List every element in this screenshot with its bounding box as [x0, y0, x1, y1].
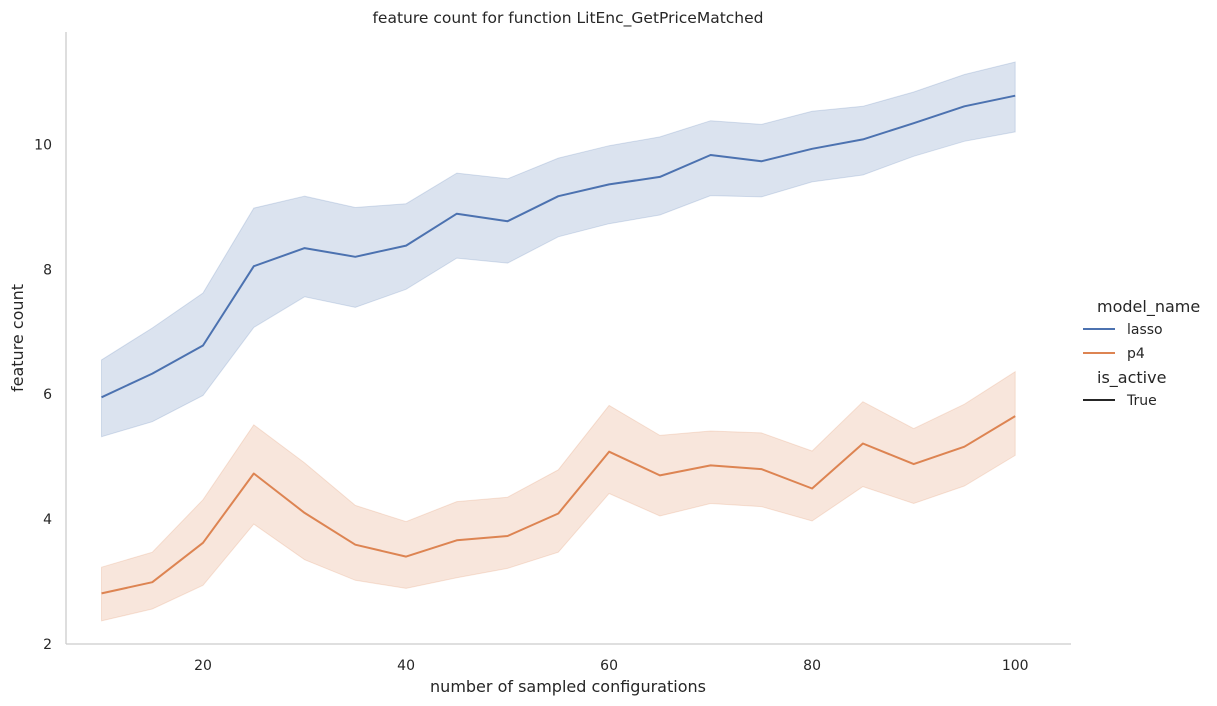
data-point-lasso: [1014, 95, 1016, 97]
data-point-p4: [659, 474, 661, 476]
data-point-p4: [811, 488, 813, 490]
data-point-p4: [1014, 415, 1016, 417]
data-point-p4: [456, 539, 458, 541]
x-tick-label: 40: [397, 658, 415, 674]
y-tick-label: 4: [43, 512, 52, 528]
data-point-lasso: [659, 176, 661, 178]
data-point-p4: [354, 544, 356, 546]
x-tick-label: 20: [194, 658, 212, 674]
data-point-lasso: [405, 245, 407, 247]
series-line-p4: [101, 415, 1016, 595]
y-tick-label: 2: [43, 637, 52, 653]
x-axis-label: number of sampled configurations: [430, 677, 706, 696]
ci-band-lasso: [101, 61, 1016, 438]
data-point-lasso: [151, 373, 153, 375]
data-point-p4: [963, 446, 965, 448]
x-axis-ticks: 20 40 60 80 100: [194, 658, 1028, 674]
legend-title-model-name: model_name: [1097, 297, 1200, 317]
y-tick-label: 8: [43, 262, 52, 278]
y-tick-label: 10: [34, 137, 52, 153]
data-point-lasso: [608, 183, 610, 185]
data-point-lasso: [304, 247, 306, 249]
data-point-p4: [101, 592, 103, 594]
data-point-p4: [151, 581, 153, 583]
data-point-lasso: [862, 138, 864, 140]
legend-title-is-active: is_active: [1097, 368, 1166, 388]
chart-title: feature count for function LitEnc_GetPri…: [372, 9, 763, 28]
legend-label-true: True: [1126, 393, 1157, 409]
data-point-lasso: [557, 195, 559, 197]
data-point-lasso: [101, 396, 103, 398]
data-point-lasso: [811, 148, 813, 150]
data-point-p4: [253, 473, 255, 475]
data-point-p4: [507, 535, 509, 537]
data-point-p4: [862, 443, 864, 445]
y-axis-label: feature count: [8, 284, 27, 392]
data-point-p4: [202, 542, 204, 544]
ci-band-p4: [101, 370, 1016, 622]
data-point-lasso: [456, 213, 458, 215]
data-point-lasso: [710, 154, 712, 156]
data-point-lasso: [507, 220, 509, 222]
data-point-lasso: [760, 160, 762, 162]
data-point-p4: [913, 463, 915, 465]
data-point-p4: [405, 556, 407, 558]
legend-label-p4: p4: [1127, 346, 1145, 362]
data-point-lasso: [913, 122, 915, 124]
legend-label-lasso: lasso: [1127, 322, 1163, 338]
data-point-p4: [760, 468, 762, 470]
data-point-lasso: [253, 265, 255, 267]
y-tick-label: 6: [43, 387, 52, 403]
legend: model_name lasso p4 is_active True: [1083, 297, 1200, 409]
data-point-p4: [557, 513, 559, 515]
data-point-lasso: [354, 256, 356, 258]
plot-area: [101, 61, 1016, 622]
data-point-p4: [710, 464, 712, 466]
data-point-p4: [608, 451, 610, 453]
series-lines: [101, 94, 1016, 595]
y-axis-ticks: 2 4 6 8 10: [34, 137, 52, 653]
data-point-lasso: [963, 105, 965, 107]
series-line-lasso: [101, 94, 1016, 399]
data-point-p4: [304, 512, 306, 514]
x-tick-label: 60: [600, 658, 618, 674]
x-tick-label: 80: [803, 658, 821, 674]
confidence-bands: [101, 61, 1016, 622]
x-tick-label: 100: [1002, 658, 1029, 674]
data-point-lasso: [202, 345, 204, 347]
